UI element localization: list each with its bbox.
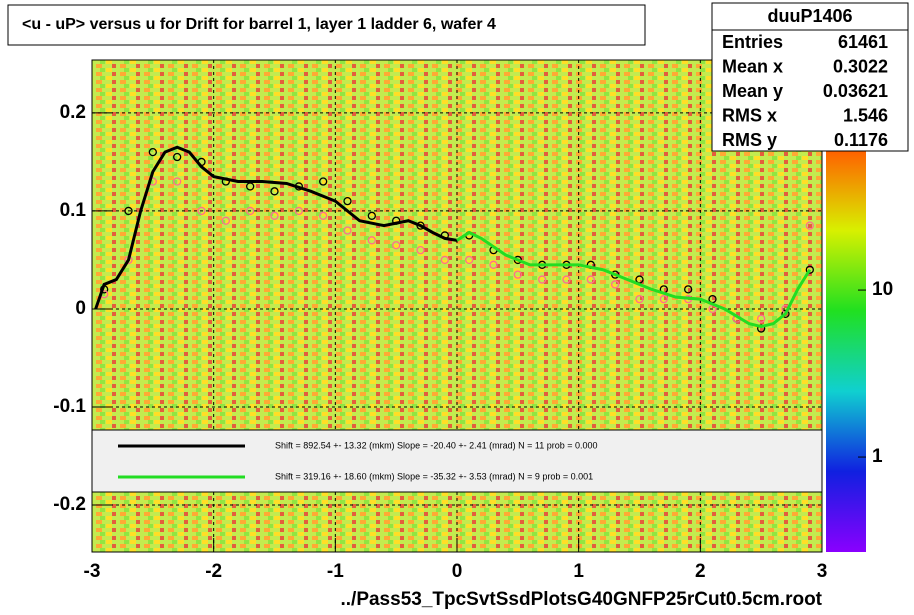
stats-value: 0.3022	[833, 56, 888, 76]
y-tick-label: 0.1	[60, 200, 87, 221]
profile-point	[221, 216, 230, 225]
profile-point	[489, 260, 498, 269]
x-axis-label: ../Pass53_TpcSvtSsdPlotsG40GNFP25rCut0.5…	[340, 589, 822, 610]
y-tick-label: 0.2	[60, 102, 86, 123]
x-tick-label: -3	[84, 561, 101, 582]
profile-point	[465, 255, 474, 265]
profile-point	[416, 245, 425, 255]
x-tick-label: 2	[695, 561, 706, 582]
profile-point	[246, 206, 255, 216]
profile-point	[562, 275, 571, 284]
legend-box	[91, 429, 823, 493]
profile-point	[294, 206, 303, 216]
profile-point	[757, 314, 766, 323]
profile-point	[343, 226, 352, 235]
z-tick-label: 10	[872, 279, 893, 300]
x-tick-label: -1	[327, 561, 344, 582]
stats-label: RMS x	[722, 105, 777, 125]
profile-point	[805, 221, 814, 230]
stats-value: 0.1176	[834, 130, 888, 150]
profile-point	[440, 255, 449, 265]
profile-point	[659, 294, 668, 304]
fit-curve	[456, 230, 812, 329]
profile-point	[197, 206, 206, 216]
profile-point	[781, 309, 790, 318]
legend-label: Shift = 319.16 +- 18.60 (mkm) Slope = -3…	[275, 471, 593, 481]
profile-point	[611, 280, 620, 289]
y-tick-label: -0.2	[53, 494, 86, 515]
stats-title: duuP1406	[767, 6, 852, 26]
legend-label: Shift = 892.54 +- 13.32 (mkm) Slope = -2…	[275, 440, 598, 450]
profile-point	[319, 211, 328, 220]
stats-value: 1.546	[843, 105, 888, 125]
profile-point	[586, 275, 595, 284]
profile-point	[367, 236, 376, 245]
profile-point	[319, 177, 328, 186]
stats-box	[711, 2, 909, 152]
profile-point	[173, 177, 182, 186]
x-tick-label: 1	[573, 561, 584, 582]
profile-point	[148, 147, 157, 157]
stats-value: 61461	[838, 32, 888, 52]
stats-label: RMS y	[722, 130, 777, 150]
profile-point	[392, 241, 401, 250]
x-tick-label: 0	[452, 561, 463, 582]
profile-point	[124, 206, 133, 216]
stats-label: Mean x	[722, 56, 783, 76]
profile-point	[684, 285, 693, 294]
profile-point	[513, 270, 522, 279]
fit-curve	[94, 145, 458, 310]
profile-point	[343, 196, 352, 206]
profile-point	[635, 294, 644, 304]
profile-point	[367, 211, 376, 220]
stats-value: 0.03621	[823, 81, 888, 101]
profile-point	[538, 275, 547, 284]
profile-point	[270, 187, 279, 196]
y-tick-label: 0	[75, 298, 86, 319]
z-tick-label: 1	[872, 446, 883, 467]
x-tick-label: 3	[817, 561, 828, 582]
color-palette	[826, 150, 866, 552]
chart-title: <u - uP> versus u for Drift for barrel 1…	[22, 16, 496, 33]
stats-label: Entries	[722, 32, 783, 52]
profile-point	[805, 265, 814, 274]
y-tick-label: -0.1	[53, 396, 86, 417]
title-box	[7, 4, 646, 46]
profile-point	[270, 211, 279, 220]
x-tick-label: -2	[205, 561, 222, 582]
profile-point	[173, 152, 182, 162]
stats-label: Mean y	[722, 81, 783, 101]
